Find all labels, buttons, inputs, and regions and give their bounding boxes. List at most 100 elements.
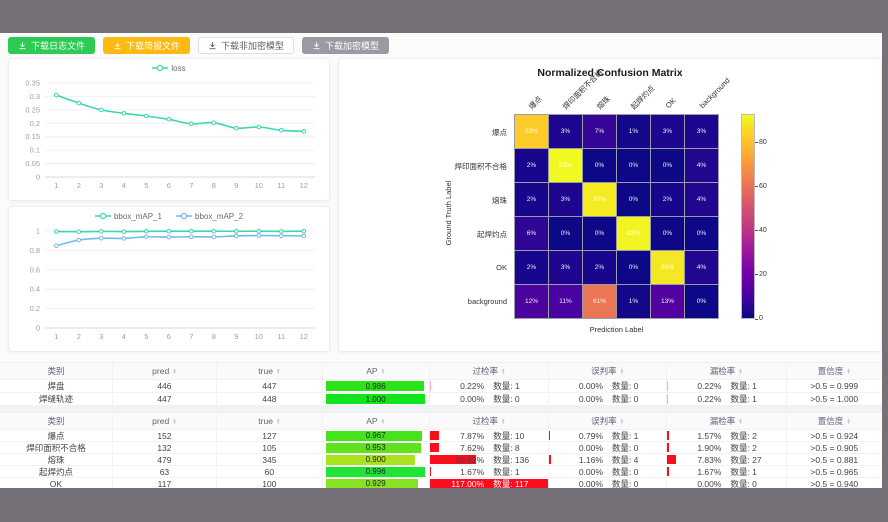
rate-percent: 0.00% (697, 478, 722, 489)
sort-icon[interactable]: ▲ ▼ (500, 416, 506, 425)
matrix-cell-5-1: 11% (549, 285, 582, 318)
column-header-label: AP (366, 416, 378, 426)
legend-item-loss[interactable]: loss (152, 64, 186, 73)
class-cell: 焊盘 (0, 380, 113, 393)
column-header[interactable]: AP ▲ ▼ (322, 413, 430, 430)
rate-bar (666, 394, 668, 404)
legend-item-bbox_mAP_1[interactable]: bbox_mAP_1 (94, 212, 162, 221)
matrix-y-tick-label: 爆点 (492, 128, 507, 137)
svg-text:0.35: 0.35 (25, 79, 40, 88)
column-header[interactable]: 误判率 ▲ ▼ (549, 363, 667, 380)
confidence-cell: >0.5 = 0.881 (786, 454, 882, 466)
colorbar-tick-label: 0 (759, 315, 763, 322)
sort-icon[interactable]: ▲ ▼ (172, 366, 177, 375)
download-encrypted-model-button[interactable]: 下载加密模型 (302, 37, 390, 54)
colorbar-tick-label: 80 (759, 138, 767, 146)
column-header[interactable]: 置信度 ▲ ▼ (786, 413, 882, 430)
column-header[interactable]: 误判率 ▲ ▼ (549, 413, 667, 430)
class-cell: 爆点 (0, 430, 113, 442)
rate-count: 数量: 2 (730, 430, 757, 441)
sort-icon[interactable]: ▲ ▼ (846, 366, 851, 375)
column-header[interactable]: 置信度 ▲ ▼ (786, 363, 882, 380)
rate-count: 数量: 0 (730, 478, 757, 489)
matrix-cell-0-4: 3% (651, 115, 684, 148)
ap-bar (325, 454, 416, 465)
matrix-y-tick-label: 熔珠 (492, 196, 507, 205)
colorbar-tick-mark (755, 274, 758, 276)
sort-icon[interactable]: ▲ ▼ (275, 416, 281, 425)
rate-percent: 1.67% (697, 466, 722, 477)
column-header-label: 漏检率 (709, 366, 736, 376)
table-row: 焊缝轨迹 447 448 1.000 0.00% 数量: 0 0.00% 数量: 0 0.22%… (0, 393, 882, 406)
table-row: 焊印面积不合格 132 105 0.953 7.62% 数量: 8 0.00% 数量: 0 1.… (0, 442, 882, 454)
matrix-y-tick-label: background (467, 297, 507, 306)
matrix-x-tick-label: 熔珠 (594, 94, 612, 112)
rate-bar (666, 431, 669, 440)
confidence-cell: >0.5 = 0.924 (786, 430, 882, 442)
sort-icon[interactable]: ▲ ▼ (380, 416, 386, 425)
class-cell: 焊印面积不合格 (0, 442, 113, 454)
colorbar-tick-mark (755, 318, 758, 320)
svg-text:1: 1 (54, 332, 58, 341)
column-header[interactable]: 漏检率 ▲ ▼ (666, 413, 787, 430)
matrix-y-axis-label: Ground Truth Label (444, 180, 453, 246)
column-header[interactable]: true ▲ ▼ (216, 363, 323, 380)
sort-icon[interactable]: ▲ ▼ (619, 366, 625, 375)
download-plain-model-button[interactable]: 下载非加密模型 (198, 37, 295, 54)
column-header[interactable]: pred ▲ ▼ (112, 413, 217, 430)
table-header-row: 类别 pred ▲ ▼ true ▲ ▼ AP ▲ ▼ 过检率 ▲ ▼ 误判率 ▲ ▼ 漏检率 ▲ ▼ 置信度 ▲ ▼ (0, 413, 882, 430)
rate-percent: 0.00% (578, 394, 603, 404)
svg-text:3: 3 (99, 332, 103, 341)
sort-icon[interactable]: ▲ ▼ (500, 366, 506, 375)
rate-count: 数量: 0 (493, 394, 520, 404)
rate-bar (666, 381, 668, 391)
download-icon (209, 42, 216, 50)
rate-bar (549, 455, 551, 464)
matrix-cell-3-2: 0% (583, 217, 616, 250)
button-label: 下载简报文件 (126, 41, 181, 51)
column-header[interactable]: AP ▲ ▼ (322, 363, 430, 380)
matrix-cell-3-0: 6% (515, 217, 548, 250)
rate-count: 数量: 4 (611, 454, 639, 465)
confusion-matrix-title: Normalized Confusion Matrix (537, 67, 683, 79)
svg-text:7: 7 (189, 332, 193, 341)
sort-icon[interactable]: ▲ ▼ (380, 366, 386, 375)
svg-text:11: 11 (277, 181, 285, 190)
ap-value: 0.996 (365, 467, 386, 476)
ap-bar (325, 478, 419, 489)
sort-icon[interactable]: ▲ ▼ (738, 416, 743, 425)
sort-icon[interactable]: ▲ ▼ (275, 366, 281, 375)
column-header[interactable]: pred ▲ ▼ (112, 363, 217, 380)
column-header-label: AP (366, 366, 378, 376)
sort-icon[interactable]: ▲ ▼ (738, 366, 743, 375)
svg-text:0: 0 (36, 173, 40, 182)
download-log-button[interactable]: 下载日志文件 (8, 37, 96, 54)
rate-percent: 7.87% (460, 430, 485, 441)
rate-cell: 1.90% 数量: 2 (666, 442, 787, 454)
map-chart-legend: bbox_mAP_1 bbox_mAP_2 (9, 207, 329, 225)
download-icon (114, 42, 121, 50)
column-header[interactable]: 漏检率 ▲ ▼ (666, 363, 787, 380)
legend-item-bbox_mAP_2[interactable]: bbox_mAP_2 (176, 212, 243, 221)
sort-icon[interactable]: ▲ ▼ (172, 416, 177, 425)
confidence-cell: >0.5 = 0.999 (786, 380, 882, 393)
rate-cell: 0.00% 数量: 0 (549, 393, 667, 406)
svg-text:0.1: 0.1 (30, 146, 40, 155)
rate-count: 数量: 1 (730, 466, 757, 477)
table-row: 爆点 152 127 0.967 7.87% 数量: 10 0.79% 数量: 1 1.57% 数… (0, 430, 882, 442)
svg-text:6: 6 (167, 332, 171, 341)
sort-icon[interactable]: ▲ ▼ (846, 416, 851, 425)
rate-cell: 0.00% 数量: 0 (549, 442, 667, 454)
rate-percent: 0.22% (697, 394, 722, 404)
download-report-button[interactable]: 下载简报文件 (103, 37, 191, 54)
svg-text:5: 5 (144, 332, 148, 341)
rate-percent: 0.22% (460, 381, 485, 391)
matrix-cell-4-2: 2% (583, 251, 616, 284)
sort-icon[interactable]: ▲ ▼ (619, 416, 625, 425)
column-header[interactable]: 过检率 ▲ ▼ (429, 363, 550, 380)
ap-bar (325, 430, 423, 441)
column-header[interactable]: 过检率 ▲ ▼ (429, 413, 550, 430)
column-header[interactable]: true ▲ ▼ (216, 413, 323, 430)
rate-percent: 1.57% (697, 430, 722, 441)
rate-cell: 0.22% 数量: 1 (429, 380, 550, 393)
